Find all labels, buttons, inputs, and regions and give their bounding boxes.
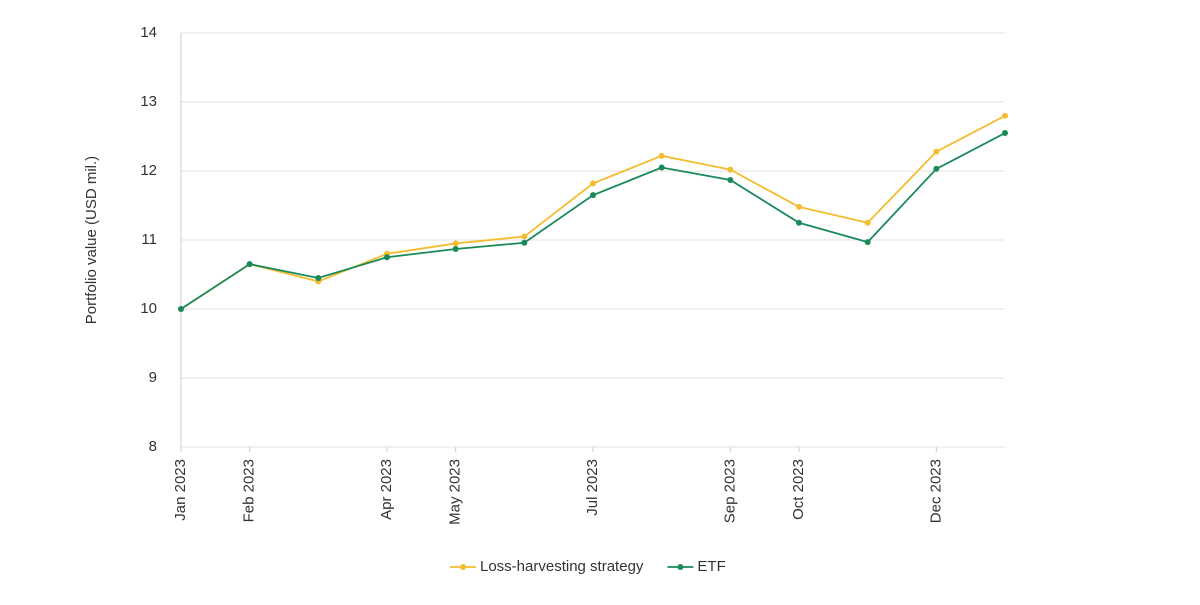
point xyxy=(521,239,528,246)
y-tick-label: 10 xyxy=(140,300,157,317)
series-line xyxy=(180,132,1006,310)
legend-label: ETF xyxy=(697,558,725,575)
point xyxy=(1002,112,1008,119)
point xyxy=(727,176,734,183)
legend-marker xyxy=(677,564,684,570)
x-tick-label: Dec 2023 xyxy=(927,459,944,523)
x-tick-label: Oct 2023 xyxy=(790,459,807,520)
y-tick-label: 12 xyxy=(140,162,157,179)
legend-marker xyxy=(460,564,466,570)
point xyxy=(178,306,184,312)
point xyxy=(658,152,665,159)
point xyxy=(521,233,528,240)
point xyxy=(933,148,940,155)
point xyxy=(384,254,390,261)
point xyxy=(452,245,459,252)
point xyxy=(796,203,802,210)
point xyxy=(864,239,871,246)
point xyxy=(864,219,871,226)
point xyxy=(452,240,459,247)
point xyxy=(796,219,802,226)
y-axis-label: Portfolio value (USD mil.) xyxy=(83,156,100,324)
y-tick-label: 8 xyxy=(149,438,157,455)
point xyxy=(590,192,596,199)
y-tick-label: 9 xyxy=(149,369,157,386)
y-tick-label: 14 xyxy=(140,24,157,41)
x-tick-label: Apr 2023 xyxy=(378,459,395,520)
point xyxy=(658,164,665,171)
y-tick-label: 13 xyxy=(140,93,157,110)
x-tick-label: Jan 2023 xyxy=(172,459,189,521)
point xyxy=(1002,130,1008,137)
series-line xyxy=(180,115,1006,310)
legend-label: Loss-harvesting strategy xyxy=(480,558,644,575)
point xyxy=(727,166,734,173)
x-tick-label: May 2023 xyxy=(447,459,464,525)
point xyxy=(933,165,940,172)
point xyxy=(315,274,322,281)
x-tick-label: Sep 2023 xyxy=(721,459,738,523)
point xyxy=(246,261,253,268)
y-tick-label: 11 xyxy=(141,231,157,248)
x-tick-label: Jul 2023 xyxy=(584,459,601,516)
point xyxy=(590,180,596,187)
x-tick-label: Feb 2023 xyxy=(241,459,258,522)
